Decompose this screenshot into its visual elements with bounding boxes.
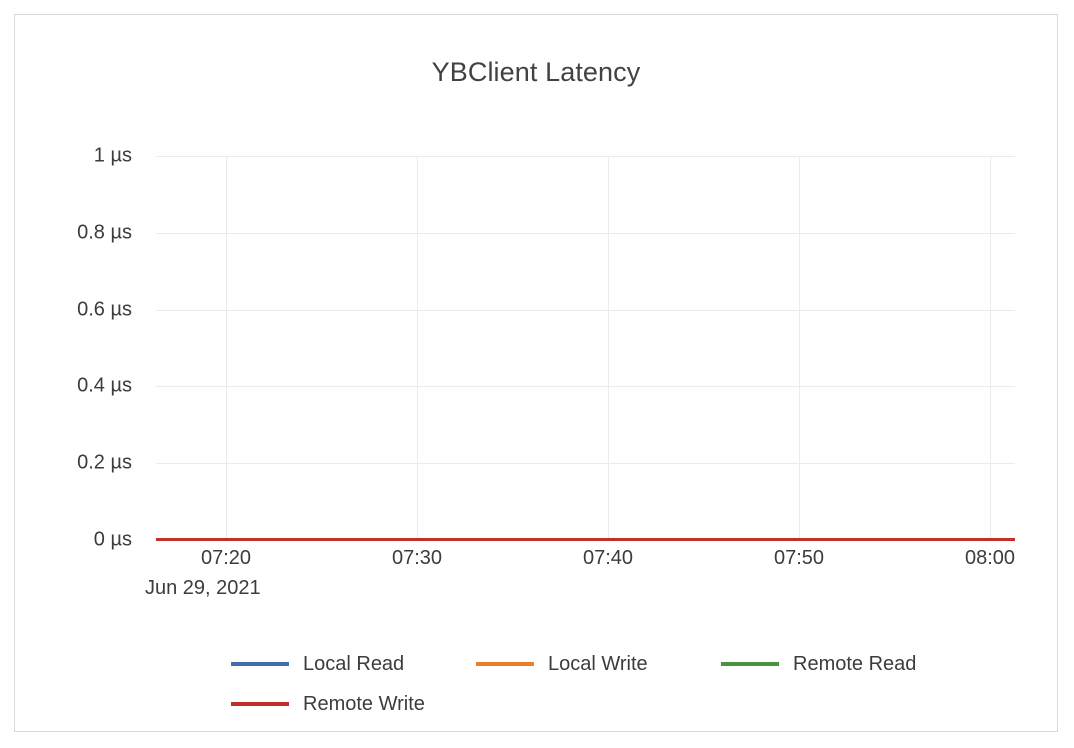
series-line-remote-write xyxy=(156,538,1015,541)
chart-card: YBClient Latency 1 µs 0.8 µs 0.6 µs 0.4 … xyxy=(14,14,1058,732)
x-tick-label: 07:30 xyxy=(391,547,443,569)
chart-legend: Local Read Local Write Remote Read Remot… xyxy=(156,648,1036,728)
y-tick-label: 1 µs xyxy=(93,144,132,167)
legend-label: Local Write xyxy=(548,653,648,675)
y-tick-label: 0.2 µs xyxy=(77,451,132,474)
y-tick-label: 0.8 µs xyxy=(77,221,132,244)
legend-swatch-icon xyxy=(231,662,289,666)
legend-swatch-icon xyxy=(721,662,779,666)
y-tick-label: 0.4 µs xyxy=(77,374,132,397)
legend-item-local-write[interactable]: Local Write xyxy=(476,648,648,680)
x-tick-label: 08:00 xyxy=(964,547,1016,569)
gridline-vertical xyxy=(608,156,609,540)
legend-item-local-read[interactable]: Local Read xyxy=(231,648,404,680)
legend-label: Local Read xyxy=(303,653,405,675)
gridline-vertical xyxy=(226,156,227,540)
legend-item-remote-write[interactable]: Remote Write xyxy=(231,688,425,720)
legend-label: Remote Write xyxy=(303,693,425,715)
gridline-vertical xyxy=(990,156,991,540)
legend-row: Remote Write xyxy=(156,688,1036,728)
legend-row: Local Read Local Write Remote Read xyxy=(156,648,1036,688)
y-tick-label: 0.6 µs xyxy=(77,298,132,321)
legend-swatch-icon xyxy=(231,702,289,706)
legend-swatch-icon xyxy=(476,662,534,666)
legend-label: Remote Read xyxy=(793,653,917,675)
gridline-horizontal xyxy=(156,232,1015,234)
x-axis: 07:20 07:30 07:40 07:50 08:00 xyxy=(156,547,1015,581)
chart-title: YBClient Latency xyxy=(431,57,641,87)
gridline-horizontal xyxy=(156,463,1015,465)
y-tick-label: 0 µs xyxy=(93,528,132,551)
y-axis: 1 µs 0.8 µs 0.6 µs 0.4 µs 0.2 µs 0 µs xyxy=(15,145,132,551)
x-tick-label: 07:20 xyxy=(200,547,252,569)
gridline-horizontal xyxy=(156,156,1015,157)
x-axis-date-label: Jun 29, 2021 xyxy=(145,577,261,599)
gridline-horizontal xyxy=(156,309,1015,311)
gridline-horizontal xyxy=(156,386,1015,388)
plot-area xyxy=(156,156,1015,541)
legend-item-remote-read[interactable]: Remote Read xyxy=(721,648,916,680)
x-tick-label: 07:50 xyxy=(773,547,825,569)
x-tick-label: 07:40 xyxy=(582,547,634,569)
gridline-vertical xyxy=(417,156,418,540)
gridline-vertical xyxy=(799,156,800,540)
